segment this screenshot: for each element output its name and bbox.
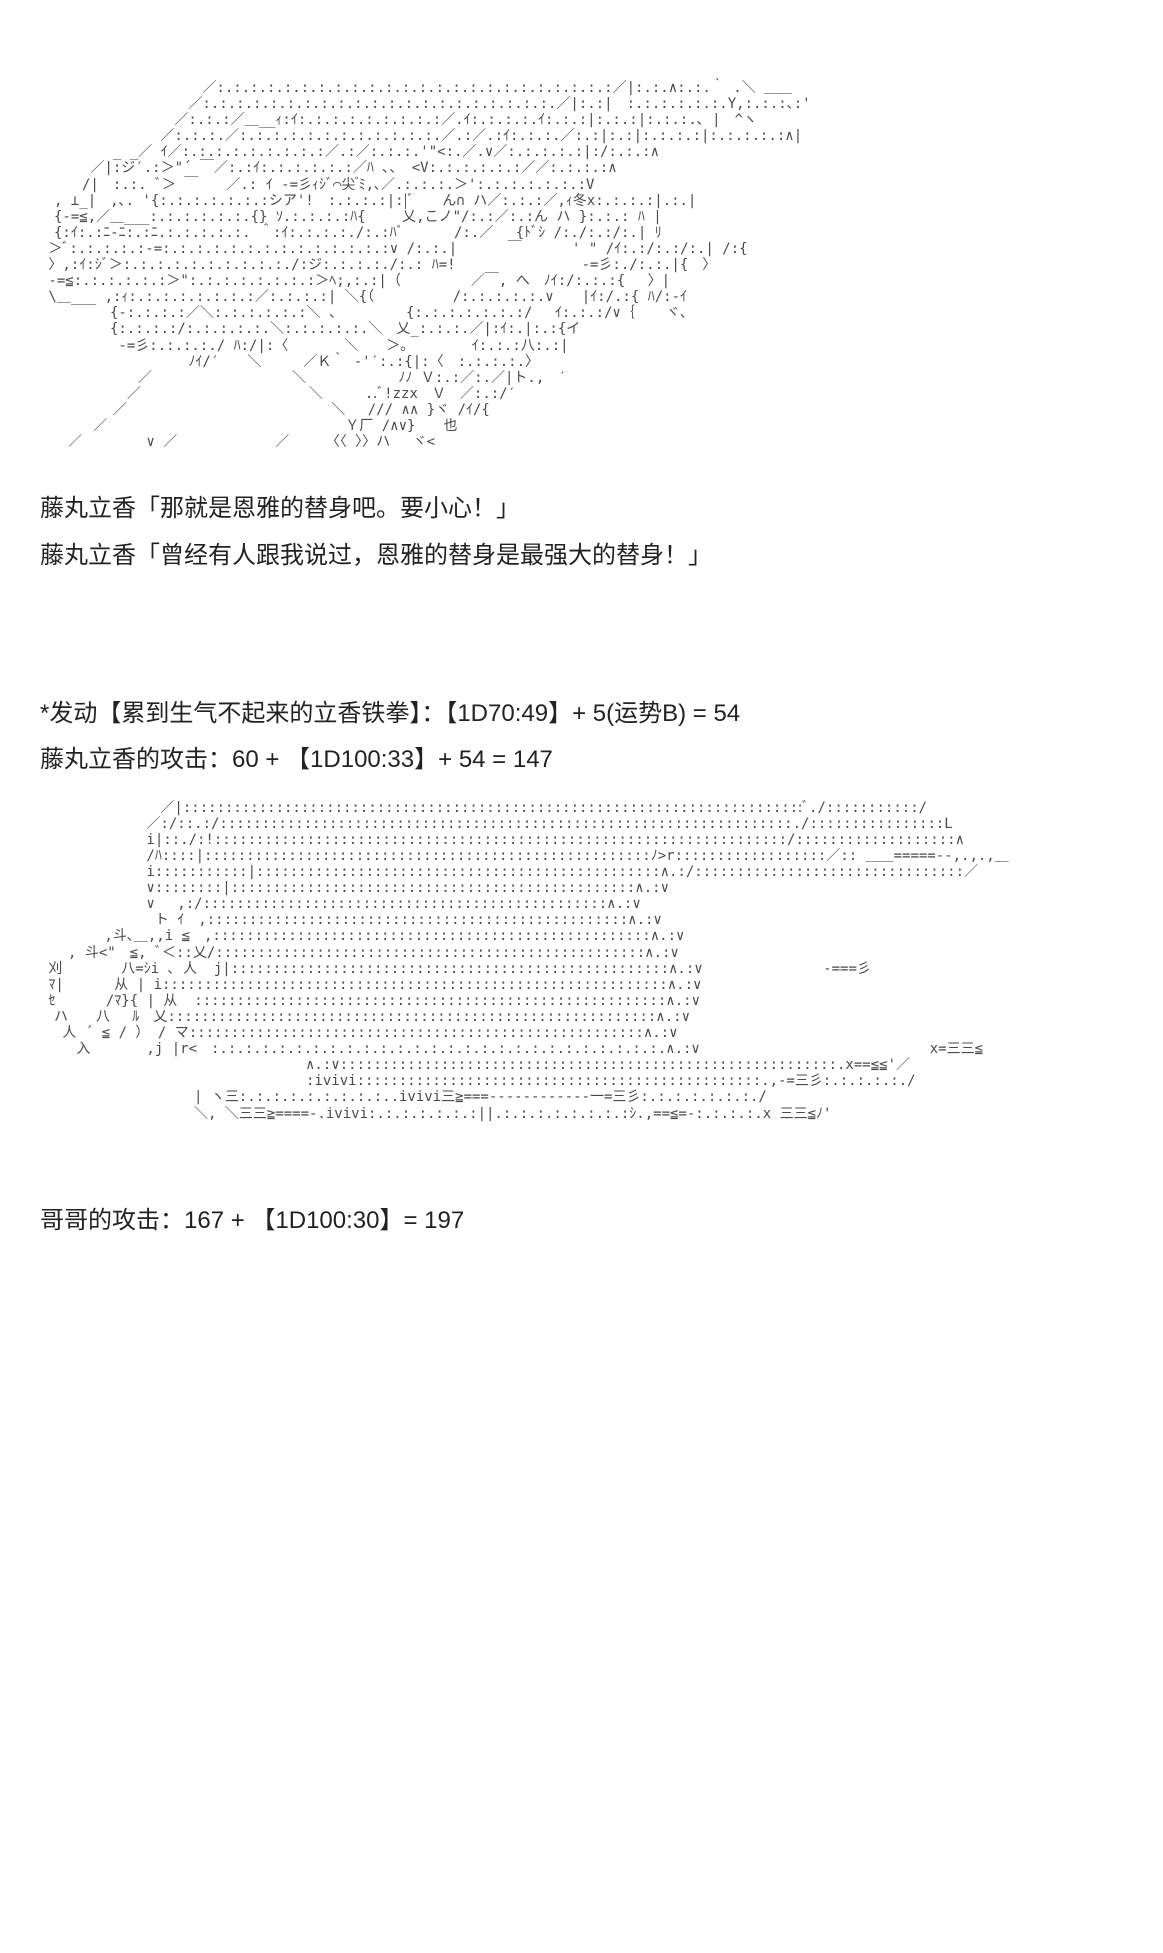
dialogue-block-1: 藤丸立香「那就是恩雅的替身吧。要小心！」 藤丸立香「曾经有人跟我说过，恩雅的替身… [40, 490, 1123, 575]
skill-activation-line: *发动【累到生气不起来的立香铁拳】：【1D70:49】+ 5(运势B) = 54 [40, 695, 1123, 733]
ascii-art-character-2: ／|::::::::::::::::::::::::::::::::::::::… [40, 800, 1123, 1122]
dialogue-speaker-1: 藤丸立香 [40, 495, 136, 522]
dialogue-text-2: 「曾经有人跟我说过，恩雅的替身是最强大的替身！」 [136, 542, 712, 569]
dialogue-text-1: 「那就是恩雅的替身吧。要小心！」 [136, 495, 520, 522]
ritsuka-attack-line: 藤丸立香的攻击：60 + 【1D100:33】+ 54 = 147 [40, 741, 1123, 779]
ascii-art-character-1: ／:.:.:.:.:.:.:.:.:.:.:.:.:.:.:.:.:.:.:.:… [40, 80, 1123, 450]
brother-attack-line: 哥哥的攻击：167 + 【1D100:30】= 197 [40, 1202, 1123, 1240]
dialogue-line-1: 藤丸立香「那就是恩雅的替身吧。要小心！」 [40, 490, 1123, 528]
dialogue-speaker-2: 藤丸立香 [40, 542, 136, 569]
dialogue-line-2: 藤丸立香「曾经有人跟我说过，恩雅的替身是最强大的替身！」 [40, 537, 1123, 575]
